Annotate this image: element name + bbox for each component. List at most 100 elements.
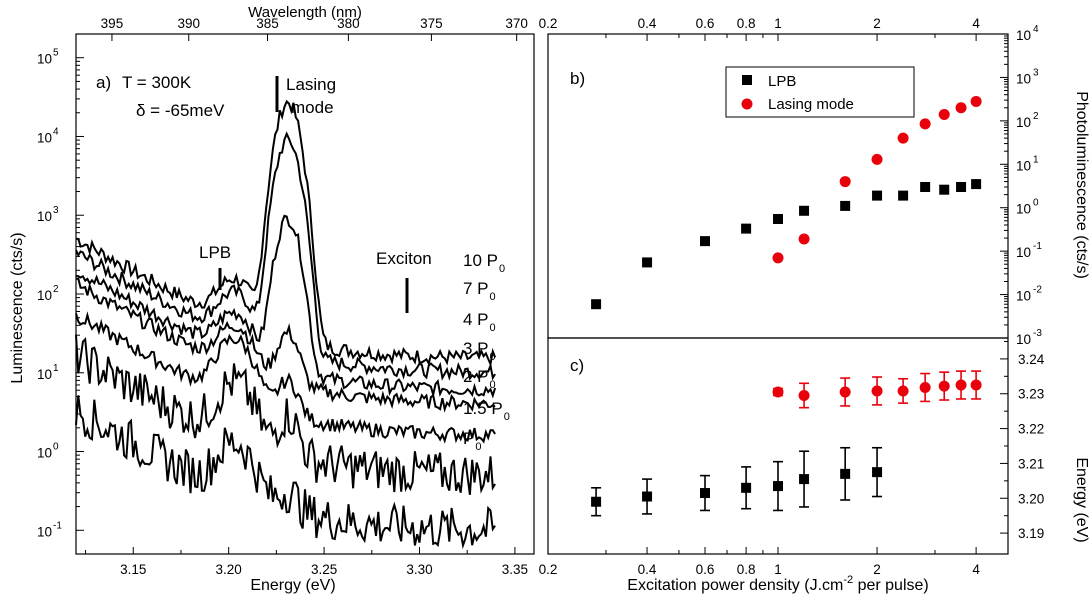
panel-b-ytick-exponent: 1 bbox=[1033, 154, 1039, 165]
spectrum-curve bbox=[75, 395, 496, 550]
panel-c: 0.2 0.4 0.6 0.8 1 2 43.193.203.213.223.233.24 … bbox=[539, 337, 1090, 594]
panel-b-ytick-label: 10 bbox=[1016, 115, 1031, 130]
lpb-point bbox=[898, 190, 909, 201]
spectrum-label-subscript: 0 bbox=[490, 351, 496, 363]
legend-lpb-marker bbox=[742, 75, 752, 85]
spectrum-label-subscript: 0 bbox=[490, 291, 496, 303]
panel-a-xlabel: Energy (eV) bbox=[250, 577, 335, 594]
panel-c-ytick-label: 3.19 bbox=[1018, 526, 1044, 541]
panel-c-ytick-label: 3.22 bbox=[1018, 422, 1044, 437]
spectrum-label: P bbox=[463, 429, 474, 448]
panel-a-ytick-exponent: 2 bbox=[53, 284, 59, 295]
panel-a-ytick-exponent: 4 bbox=[53, 126, 59, 137]
panel-a-ytick-label: 10 bbox=[37, 288, 52, 303]
lpb-point bbox=[741, 223, 752, 234]
panel-b-ytick-label: 10 bbox=[1016, 202, 1031, 217]
xlabel-rest: per pulse) bbox=[853, 577, 929, 594]
lasing-point bbox=[798, 233, 810, 245]
panel-b-ytick-label: 10 bbox=[1016, 245, 1031, 260]
lpb-point bbox=[773, 213, 783, 224]
panel-b-ytick-exponent: 4 bbox=[1033, 24, 1039, 35]
spectrum-curve bbox=[75, 99, 497, 368]
panel-b-legend: LPB Lasing mode bbox=[725, 66, 915, 118]
panel-c-label: c) bbox=[570, 356, 584, 375]
panel-a-series-labels: 10 P 07 P 04 P 03 P 02 P 01.5 P 0P 0 bbox=[463, 251, 510, 453]
lpb-point bbox=[920, 181, 931, 192]
spectrum-label-subscript: 0 bbox=[499, 263, 505, 275]
panel-b-label: b) bbox=[570, 69, 585, 88]
lasing-point bbox=[839, 176, 851, 188]
lpb-energy-point bbox=[840, 468, 851, 479]
panel-c-ytick-label: 3.23 bbox=[1018, 387, 1044, 402]
panel-b-ytick-exponent: 0 bbox=[1033, 198, 1039, 209]
spectrum-label: 3 P bbox=[463, 339, 489, 358]
spectrum-curve bbox=[75, 131, 496, 381]
legend-box bbox=[725, 66, 915, 118]
panel-a-top-tick-label: 375 bbox=[420, 16, 443, 31]
panel-b-ytick-label: 10 bbox=[1016, 289, 1031, 304]
panel-c-ytick-label: 3.21 bbox=[1018, 456, 1044, 471]
legend-lasing-marker bbox=[741, 98, 753, 110]
lasing-energy-point bbox=[955, 379, 967, 391]
panel-c-xtick-label: 0.2 bbox=[539, 562, 558, 577]
panel-a-ytick-label: 10 bbox=[37, 524, 52, 539]
panel-b-top-tick-label: 4 bbox=[972, 16, 980, 31]
spectrum-label: 1.5 P bbox=[463, 399, 503, 418]
panel-b-top-tick-label: 0.6 bbox=[696, 16, 715, 31]
panel-b-ytick-label: 10 bbox=[1016, 71, 1031, 86]
spectrum-curve bbox=[75, 311, 496, 444]
lpb-point bbox=[939, 184, 950, 195]
panel-a-curves bbox=[75, 99, 497, 550]
panel-c-xlabel: Excitation power density (J.cm-2 per pul… bbox=[627, 574, 928, 594]
panel-a-ytick-exponent: 5 bbox=[53, 48, 59, 59]
lpb-energy-point bbox=[642, 491, 653, 502]
spectrum-label-subscript: 0 bbox=[490, 379, 496, 391]
panel-b-top-tick-label: 2 bbox=[873, 16, 881, 31]
panel-c-xtick-label: 2 bbox=[873, 562, 881, 577]
lpb-energy-point bbox=[872, 467, 883, 478]
spectrum-label: 4 P bbox=[463, 310, 489, 329]
spectrum-label: 2 P bbox=[463, 367, 489, 386]
lasing-point bbox=[970, 95, 982, 107]
xlabel-main: Excitation power density (J.cm bbox=[627, 577, 843, 594]
lpb-point bbox=[840, 200, 851, 211]
panel-b-top-tick-label: 0.2 bbox=[539, 16, 558, 31]
panel-b-ticks: 0.2 0.4 0.6 0.8 1 2 410 -310 -210 -110 010 110 210 31… bbox=[539, 16, 1043, 347]
panel-a-top-tick-label: 395 bbox=[101, 16, 124, 31]
detuning-annotation: δ = -65meV bbox=[136, 101, 225, 120]
panel-c-ytick-label: 3.20 bbox=[1018, 491, 1044, 506]
panel-a-ytick-label: 10 bbox=[37, 209, 52, 224]
lpb-marker-label: LPB bbox=[199, 243, 231, 262]
panel-c-ytick-label: 3.24 bbox=[1018, 352, 1045, 367]
lpb-point bbox=[642, 257, 653, 268]
panel-b-top-tick-label: 0.8 bbox=[737, 16, 756, 31]
spectrum-label: 10 P bbox=[463, 251, 498, 270]
panel-b-ylabel: Photoluminescence (cts/s) bbox=[1073, 91, 1090, 279]
panel-a-xtick-label: 3.20 bbox=[216, 562, 242, 577]
lpb-energy-point bbox=[773, 481, 783, 492]
panel-a-top-tick-label: 390 bbox=[177, 16, 200, 31]
legend-lpb-label: LPB bbox=[768, 73, 796, 90]
panel-b-ytick-exponent: 3 bbox=[1033, 67, 1039, 78]
lasing-energy-point bbox=[871, 385, 883, 397]
panel-a-ytick-exponent: 3 bbox=[53, 205, 59, 216]
panel-c-xtick-label: 4 bbox=[972, 562, 980, 577]
spectrum-curve bbox=[75, 214, 497, 399]
panel-b-top-tick-label: 1 bbox=[774, 16, 782, 31]
lasing-marker-label-2: mode bbox=[291, 98, 334, 117]
panel-b: 0.2 0.4 0.6 0.8 1 2 410 -310 -210 -110 010 110 210 31… bbox=[539, 16, 1090, 347]
panel-b-top-tick-label: 0.4 bbox=[638, 16, 657, 31]
panel-b-ytick-exponent: -1 bbox=[1033, 241, 1042, 252]
lasing-energy-point bbox=[839, 386, 851, 398]
panel-b-ytick-exponent: 2 bbox=[1033, 111, 1039, 122]
lpb-energy-point bbox=[799, 474, 810, 485]
lasing-point bbox=[897, 132, 909, 144]
panel-a-ytick-exponent: 0 bbox=[53, 442, 59, 453]
lpb-point bbox=[971, 179, 982, 190]
panel-b-points bbox=[591, 95, 982, 310]
panel-c-xtick-label: 1 bbox=[774, 562, 782, 577]
panel-b-ytick-exponent: -3 bbox=[1033, 328, 1042, 339]
